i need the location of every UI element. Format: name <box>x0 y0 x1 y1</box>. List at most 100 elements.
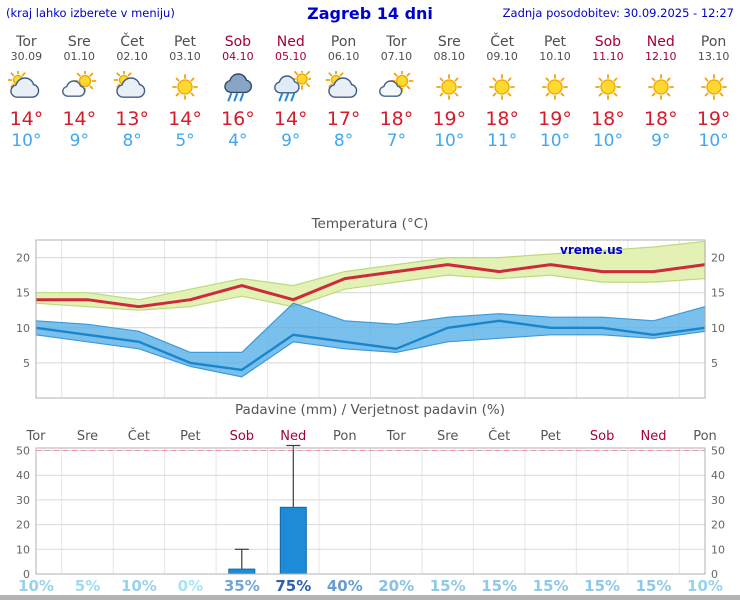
day-column: Pet 10.10 19° 10° <box>529 26 582 170</box>
day-column: Čet 09.10 18° 11° <box>476 26 529 170</box>
precip-probability: 15% <box>584 577 620 595</box>
day-name: Pet <box>544 34 567 50</box>
day-max-temp: 18° <box>485 108 519 130</box>
precip-probability: 15% <box>430 577 466 595</box>
day-column: Pon 06.10 17° 8° <box>317 26 370 170</box>
day-column: Sob 04.10 16° 4° <box>211 26 264 170</box>
precip-day-label: Čet <box>128 428 150 444</box>
day-min-temp: 8° <box>333 131 354 151</box>
sunny-icon <box>529 71 582 105</box>
precip-probability: 15% <box>481 577 517 595</box>
precip-day-label: Sre <box>77 429 98 444</box>
sunny-icon <box>581 71 634 105</box>
svg-text:5: 5 <box>23 357 30 370</box>
day-date: 02.10 <box>116 50 148 63</box>
day-name: Pon <box>330 34 357 50</box>
max-temp-line <box>36 263 706 309</box>
precip-bar <box>279 506 307 575</box>
day-min-temp: 9° <box>651 131 671 151</box>
svg-text:10: 10 <box>16 322 30 335</box>
menu-hint: (kraj lahko izberete v meniju) <box>6 6 175 20</box>
day-max-temp: 14° <box>9 108 44 130</box>
day-max-temp: 14° <box>62 108 97 130</box>
page-title: Zagreb 14 dni <box>307 4 433 23</box>
day-column: Pet 03.10 14° 5° <box>159 26 212 170</box>
sunny-icon <box>423 71 476 105</box>
day-date: 04.10 <box>222 50 254 63</box>
day-name: Tor <box>386 34 407 50</box>
day-min-temp: 7° <box>386 131 407 151</box>
precip-probability: 35% <box>224 577 260 595</box>
day-min-temp: 5° <box>175 131 195 151</box>
day-date: 06.10 <box>327 50 360 63</box>
svg-text:20: 20 <box>711 519 725 532</box>
mostly-cloudy-icon <box>106 69 159 105</box>
svg-text:30: 30 <box>16 494 30 507</box>
svg-text:50: 50 <box>16 445 30 458</box>
svg-text:40: 40 <box>711 469 725 482</box>
day-min-temp: 11° <box>487 131 518 151</box>
day-max-temp: 18° <box>643 108 678 130</box>
svg-text:5: 5 <box>711 357 718 370</box>
mostly-cloudy-icon <box>317 69 370 105</box>
svg-text:10: 10 <box>16 543 30 556</box>
precip-probability: 10% <box>687 577 723 595</box>
horizontal-scrollbar[interactable] <box>0 595 740 600</box>
day-date: 13.10 <box>697 50 730 63</box>
day-name: Sre <box>67 34 91 50</box>
day-max-temp: 19° <box>696 108 731 130</box>
precip-day-label: Ned <box>641 429 667 444</box>
precip-day-label: Pon <box>693 429 717 444</box>
sunny-icon <box>159 71 212 105</box>
day-max-temp: 16° <box>221 108 255 130</box>
day-date: 07.10 <box>380 50 413 63</box>
sunny-icon <box>687 71 740 105</box>
precip-day-label: Tor <box>386 429 407 444</box>
day-max-temp: 19° <box>538 108 572 130</box>
day-name: Ned <box>276 34 305 50</box>
day-column: Tor 30.09 14° 10° <box>0 26 53 170</box>
temperature-chart: 5 5 10 10 15 15 20 20 Temperatura (°C) vreme.us <box>16 216 725 399</box>
day-min-temp: 10° <box>434 131 465 151</box>
partly-cloudy-icon <box>370 69 423 105</box>
svg-text:0: 0 <box>23 568 30 581</box>
day-column: Sre 08.10 19° 10° <box>423 26 476 170</box>
precip-day-label: Ned <box>280 429 306 444</box>
day-date: 10.10 <box>539 50 571 63</box>
day-date: 09.10 <box>486 50 518 63</box>
svg-text:10: 10 <box>711 543 725 556</box>
day-name: Tor <box>16 34 37 50</box>
min-temp-line <box>35 319 706 372</box>
svg-text:50: 50 <box>711 445 725 458</box>
partly-cloudy-icon <box>53 69 106 105</box>
day-column: Tor 07.10 18° 7° <box>370 26 423 170</box>
svg-text:15: 15 <box>711 287 725 300</box>
svg-text:30: 30 <box>711 494 725 507</box>
svg-text:15: 15 <box>16 287 30 300</box>
precip-probability: 75% <box>275 577 311 595</box>
day-column: Ned 12.10 18° 9° <box>634 26 687 170</box>
day-min-temp: 9° <box>281 131 301 151</box>
day-name: Čet <box>490 34 515 50</box>
header-bar: (kraj lahko izberete v meniju) Zagreb 14… <box>0 0 740 26</box>
sunny-icon <box>476 71 529 105</box>
day-column: Sob 11.10 18° 10° <box>581 26 634 170</box>
day-max-temp: 17° <box>326 108 361 130</box>
precip-day-label: Čet <box>488 428 510 444</box>
day-date: 01.10 <box>63 50 96 63</box>
day-name: Čet <box>120 34 145 50</box>
day-min-temp: 10° <box>698 131 729 151</box>
svg-text:0: 0 <box>711 568 718 581</box>
day-column: Sre 01.10 14° 9° <box>53 26 106 170</box>
precip-day-label: Sob <box>230 429 254 444</box>
day-column: Pon 13.10 19° 10° <box>687 26 740 170</box>
day-name: Ned <box>646 34 675 50</box>
svg-text:20: 20 <box>16 519 30 532</box>
day-date: 03.10 <box>169 50 201 63</box>
svg-text:10: 10 <box>711 322 725 335</box>
day-date: 11.10 <box>592 50 624 63</box>
forecast-days-strip: Tor 30.09 14° 10° Sre 01.10 14° 9° Čet 02.10 13° 8°… <box>0 26 740 170</box>
precip-day-label: Pon <box>333 429 357 444</box>
mostly-cloudy-icon <box>0 69 53 105</box>
